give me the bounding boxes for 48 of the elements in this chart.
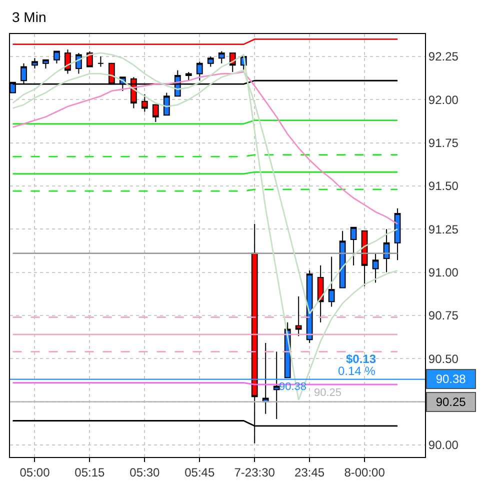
candlestick xyxy=(64,49,71,74)
candlestick xyxy=(196,61,203,82)
candlestick xyxy=(185,71,192,82)
candlestick xyxy=(141,94,148,112)
candlestick xyxy=(54,50,60,64)
candlestick xyxy=(306,270,313,344)
candlestick xyxy=(317,264,324,323)
y-tick-label: 90.75 xyxy=(428,308,459,323)
candlestick xyxy=(207,56,214,68)
candlestick xyxy=(152,104,159,123)
x-tick-label: 05:30 xyxy=(130,465,160,480)
y-tick-label: 91.75 xyxy=(428,136,459,150)
candlestick xyxy=(328,256,335,308)
candlestick xyxy=(394,208,401,261)
x-tick-label: 05:15 xyxy=(74,465,106,480)
text: 90.38 xyxy=(436,372,466,386)
candlestick xyxy=(42,59,49,70)
candlestick xyxy=(350,226,357,266)
x-tick-label: 7-23:30 xyxy=(234,465,276,480)
annotation: 0.14 % xyxy=(338,364,376,378)
y-tick-label: 90.00 xyxy=(428,438,459,452)
line-series xyxy=(12,71,398,225)
y-tick-label: 91.25 xyxy=(428,222,459,236)
chart-title: 3 Min xyxy=(12,8,46,25)
line-series xyxy=(12,52,398,401)
x-tick-label: 8-00:00 xyxy=(344,465,386,480)
y-tick-label: 90.50 xyxy=(428,352,459,366)
x-tick-label: 23:45 xyxy=(294,465,325,480)
y-tick-label: 92.25 xyxy=(428,50,459,64)
candlestick xyxy=(86,50,93,68)
candlestick xyxy=(218,50,225,64)
y-tick-label: 92.00 xyxy=(428,92,459,107)
y-tick-label: 91.50 xyxy=(428,179,459,194)
candlestick xyxy=(295,296,302,337)
candlestick xyxy=(372,252,379,284)
text: 90.25 xyxy=(436,395,466,409)
candlestick xyxy=(262,342,269,414)
candlestick xyxy=(383,228,390,273)
y-tick-label: 91.00 xyxy=(428,265,459,280)
candlestick xyxy=(32,58,38,70)
candlestick xyxy=(76,52,82,74)
candlestick xyxy=(163,92,170,116)
x-tick-label: 05:00 xyxy=(20,465,50,480)
candlestick xyxy=(273,351,280,420)
candlestick xyxy=(98,56,104,68)
annotation: $0.13 xyxy=(346,352,376,366)
x-tick-label: 05:45 xyxy=(184,465,215,480)
ref-line-label: 90.25 xyxy=(314,387,342,399)
